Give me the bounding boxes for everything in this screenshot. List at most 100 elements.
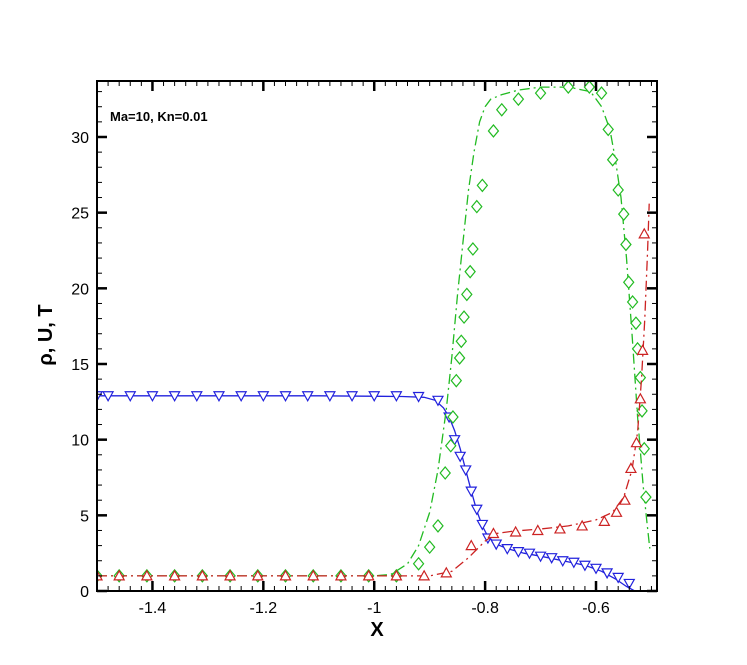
data-point — [490, 539, 503, 551]
data-point — [623, 578, 636, 590]
data-point — [444, 438, 457, 453]
y-tick-label: 15 — [71, 357, 89, 374]
chart-annotation: Ma=10, Kn=0.01 — [110, 109, 208, 124]
data-point — [301, 391, 314, 403]
data-point — [601, 568, 614, 580]
data-point — [346, 391, 359, 403]
data-point — [461, 287, 473, 302]
series-layer — [97, 81, 652, 591]
data-point — [390, 569, 403, 581]
data-point — [634, 392, 647, 404]
data-point — [224, 569, 237, 581]
data-point — [124, 391, 137, 403]
x-tick-label: -1.2 — [250, 600, 278, 617]
data-point — [102, 391, 115, 403]
data-point — [168, 569, 181, 581]
data-point — [448, 435, 461, 446]
data-point — [512, 547, 525, 558]
data-point — [455, 334, 468, 349]
data-point — [459, 465, 472, 477]
data-point — [598, 515, 611, 526]
plot-frame — [96, 80, 658, 592]
data-point — [470, 504, 483, 516]
data-point — [113, 569, 126, 581]
y-tick-label: 0 — [80, 584, 89, 601]
y-tick-label: 25 — [71, 206, 89, 223]
data-point — [431, 395, 445, 407]
series-1 — [97, 81, 652, 583]
data-point — [556, 556, 569, 567]
x-tick-label: -1.4 — [139, 600, 167, 617]
data-point — [450, 373, 463, 388]
data-point — [140, 569, 153, 581]
data-point — [146, 391, 159, 403]
data-point — [610, 506, 623, 517]
data-point — [553, 522, 566, 534]
y-tick-label: 10 — [71, 433, 89, 450]
data-point — [531, 524, 544, 536]
data-point — [612, 572, 625, 584]
series-line — [97, 395, 636, 591]
data-point — [465, 539, 478, 551]
data-point — [583, 81, 596, 94]
data-point — [465, 486, 478, 498]
y-tick-label: 30 — [71, 130, 89, 147]
y-tick-label: 5 — [80, 508, 89, 525]
data-point — [323, 391, 336, 403]
x-tick-label: -0.8 — [471, 600, 499, 617]
series-line — [97, 203, 650, 577]
data-point — [509, 525, 522, 537]
series-0 — [97, 391, 636, 591]
data-point — [487, 527, 500, 539]
data-point — [257, 391, 270, 403]
data-point — [196, 569, 209, 581]
data-point — [626, 295, 639, 309]
data-point — [471, 199, 483, 214]
series-2 — [97, 203, 651, 581]
data-point — [576, 519, 589, 531]
data-point — [190, 391, 203, 403]
x-axis-label: X — [370, 619, 384, 641]
data-point — [307, 569, 320, 581]
data-point — [606, 152, 619, 167]
data-point — [618, 493, 631, 505]
data-point — [534, 86, 547, 101]
data-point — [423, 540, 436, 555]
data-point — [368, 391, 381, 403]
data-point — [638, 227, 651, 239]
data-point — [636, 344, 649, 355]
y-axis-label: ρ, U, T — [35, 304, 57, 365]
data-point — [512, 92, 525, 107]
data-point — [418, 569, 431, 581]
data-point — [501, 544, 514, 555]
data-point — [440, 566, 453, 578]
y-tick-label: 20 — [71, 281, 89, 298]
data-point — [612, 183, 624, 197]
data-point — [640, 490, 652, 505]
data-point — [595, 86, 608, 101]
data-point — [464, 264, 476, 279]
data-point — [251, 569, 264, 581]
data-point — [453, 351, 466, 365]
data-point — [630, 316, 642, 331]
data-point — [334, 569, 347, 581]
x-tick-label: -1 — [367, 600, 381, 617]
data-point — [495, 102, 508, 117]
data-point — [168, 391, 181, 403]
data-point — [578, 560, 591, 572]
data-point — [622, 275, 635, 290]
data-point — [562, 81, 575, 94]
data-point — [620, 237, 632, 252]
data-point — [279, 569, 292, 581]
data-point — [97, 569, 104, 581]
series-line — [97, 86, 651, 577]
data-point — [432, 518, 444, 533]
axes-layer: -1.4 -1.2 -1 -0.8 -0.6 0 5 10 15 20 25 30 — [71, 80, 658, 617]
data-point — [534, 551, 547, 563]
data-point — [567, 557, 580, 569]
data-point — [458, 310, 470, 325]
data-point — [390, 391, 403, 403]
data-point — [454, 451, 467, 463]
data-point — [624, 462, 637, 474]
